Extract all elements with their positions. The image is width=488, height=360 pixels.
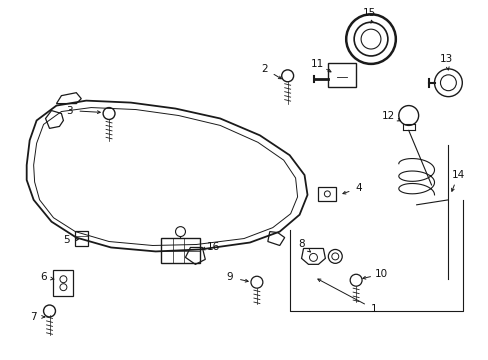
Text: 10: 10: [374, 269, 386, 279]
Text: 13: 13: [439, 54, 452, 64]
Text: 5: 5: [63, 234, 70, 244]
Text: 9: 9: [226, 272, 233, 282]
Text: 1: 1: [370, 304, 377, 314]
Text: 15: 15: [362, 8, 375, 18]
Text: 3: 3: [66, 105, 73, 116]
Text: 8: 8: [298, 239, 304, 249]
Text: 12: 12: [382, 111, 395, 121]
Text: 16: 16: [206, 243, 220, 252]
Text: 2: 2: [261, 64, 267, 74]
Text: 4: 4: [355, 183, 362, 193]
Text: 7: 7: [30, 312, 37, 322]
Text: 6: 6: [40, 272, 47, 282]
Text: 14: 14: [451, 170, 464, 180]
Text: 11: 11: [310, 59, 324, 69]
